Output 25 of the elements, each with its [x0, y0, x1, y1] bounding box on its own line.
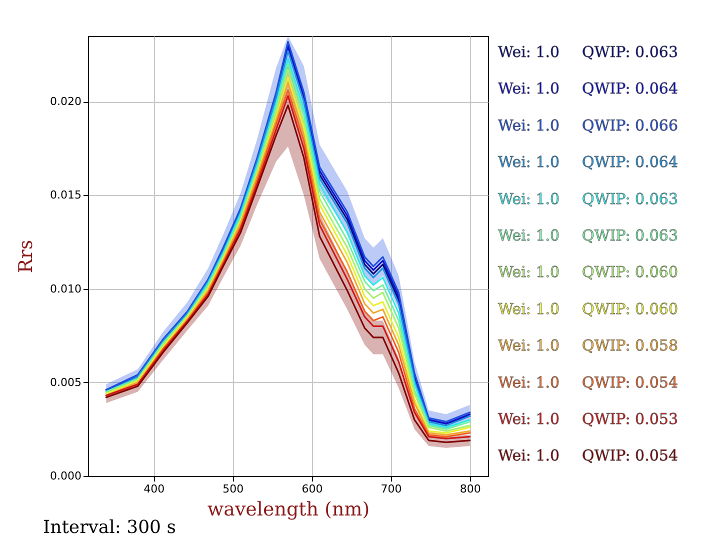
- text: Wei: 1.0 QWIP: 0.064: [498, 153, 678, 172]
- text: Wei: 1.0 QWIP: 0.053: [498, 410, 678, 428]
- y-axis-title: Rrs: [15, 240, 38, 274]
- y-tick-label: 0.005: [50, 376, 82, 389]
- y-tick-label: 0.020: [50, 95, 82, 108]
- x-tick-label: 600: [302, 482, 323, 496]
- text: Wei: 1.0 QWIP: 0.063: [498, 43, 678, 61]
- text: Wei: 1.0 QWIP: 0.064: [498, 80, 678, 98]
- text: Wei: 1.0 QWIP: 0.060: [498, 263, 678, 282]
- text: Wei: 1.0 QWIP: 0.054: [498, 373, 678, 392]
- text: Wei: 1.0 QWIP: 0.058: [498, 336, 678, 355]
- x-tick-label: 500: [222, 482, 244, 496]
- y-tick-label: 0.000: [50, 470, 82, 482]
- text: Wei: 1.0 QWIP: 0.063: [498, 226, 678, 244]
- x-tick-label: 800: [460, 482, 481, 496]
- x-tick-label: 400: [144, 482, 165, 496]
- text: Wei: 1.0 QWIP: 0.054: [498, 446, 678, 465]
- text: Wei: 1.0 QWIP: 0.063: [498, 190, 678, 208]
- y-tick-label: 0.015: [50, 188, 82, 202]
- y-tick-label: 0.010: [50, 282, 82, 296]
- text: Wei: 1.0 QWIP: 0.066: [498, 116, 678, 134]
- x-tick-label: 700: [380, 482, 402, 496]
- text: Wei: 1.0 QWIP: 0.060: [498, 300, 678, 318]
- text: Interval: 300 s: [43, 517, 176, 538]
- x-axis-title: wavelength (nm): [207, 498, 370, 520]
